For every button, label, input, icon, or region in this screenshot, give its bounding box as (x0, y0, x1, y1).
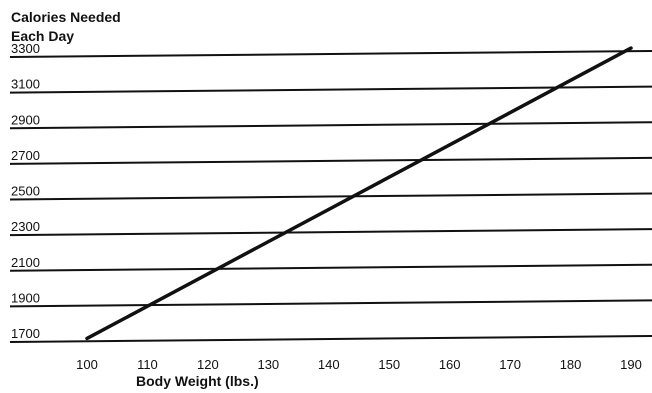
y-tick-label-3300: 3300 (11, 41, 40, 56)
gridline-1700 (9, 335, 652, 343)
y-tick-label-2300: 2300 (11, 219, 40, 234)
y-tick-label-1700: 1700 (11, 326, 40, 341)
gridline-2900 (9, 121, 652, 130)
x-tick-label-110: 110 (137, 357, 158, 372)
gridline-3100 (9, 85, 652, 94)
x-tick-label-140: 140 (318, 357, 340, 372)
y-tick-label-1900: 1900 (11, 290, 40, 305)
gridline-1900 (9, 299, 652, 308)
y-axis-title-line-1: Calories Needed (11, 9, 121, 25)
gridline-2500 (9, 192, 652, 201)
y-tick-label-3100: 3100 (11, 77, 40, 92)
x-axis-title: Body Weight (lbs.) (136, 373, 259, 389)
x-tick-label-130: 130 (257, 357, 279, 372)
gridline-3300 (9, 50, 652, 58)
y-tick-label-2700: 2700 (11, 148, 40, 163)
y-axis-title-line-2: Each Day (11, 28, 75, 44)
x-tick-label-150: 150 (378, 357, 400, 372)
x-tick-label-160: 160 (439, 357, 461, 372)
gridline-2100 (9, 263, 652, 272)
y-tick-label-2900: 2900 (11, 112, 40, 127)
x-tick-label-170: 170 (499, 357, 521, 372)
y-tick-label-2500: 2500 (11, 184, 40, 199)
x-tick-label-180: 180 (560, 357, 582, 372)
gridline-2700 (9, 156, 652, 165)
x-tick-label-100: 100 (76, 357, 98, 372)
y-tick-label-2100: 2100 (11, 255, 40, 270)
gridline-2300 (9, 228, 652, 237)
x-tick-label-190: 190 (620, 357, 642, 372)
series-line-0 (85, 46, 633, 341)
x-tick-label-120: 120 (197, 357, 219, 372)
